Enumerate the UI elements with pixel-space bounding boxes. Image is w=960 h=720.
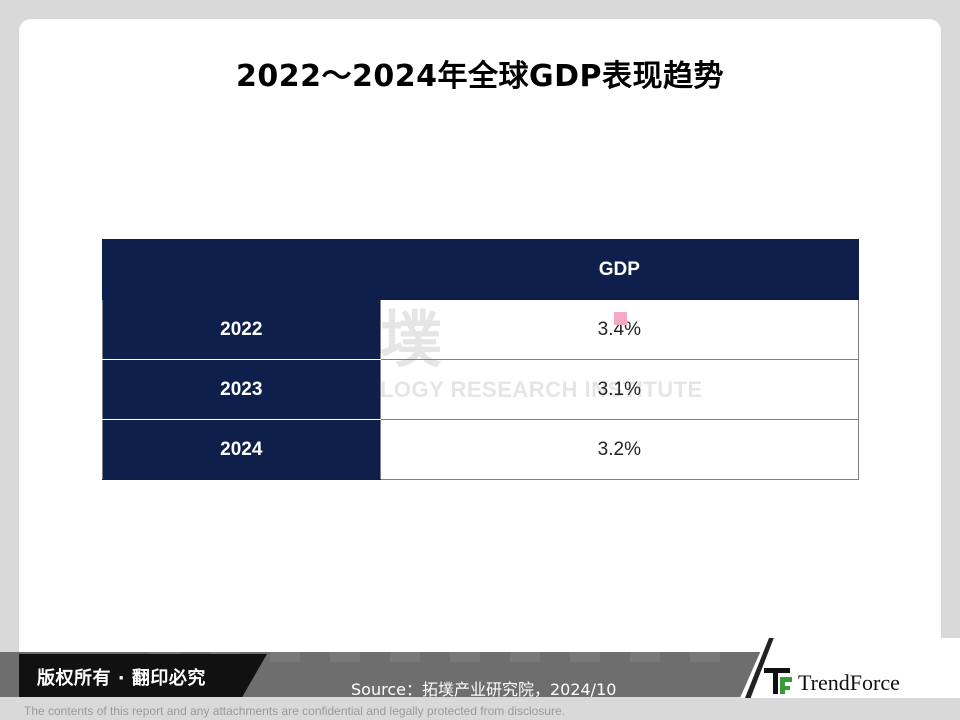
trendforce-logo-text: TrendForce bbox=[798, 670, 900, 695]
table-header-row: GDP bbox=[102, 239, 860, 300]
table-header-gdp: GDP bbox=[379, 239, 860, 300]
row-year: 2022 bbox=[102, 299, 381, 360]
pink-marker bbox=[614, 312, 627, 325]
page-title: 2022～2024年全球GDP表现趋势 bbox=[235, 59, 724, 94]
row-year: 2023 bbox=[102, 359, 381, 420]
source-text: Source：拓墣产业研究院，2024/10 bbox=[351, 680, 617, 699]
copyright-text: 版权所有 · 翻印必究 bbox=[37, 668, 206, 689]
row-gdp-value: 3.2% bbox=[379, 419, 860, 480]
table-row: 2022 3.4% bbox=[102, 299, 860, 360]
trendforce-logo-icon bbox=[764, 668, 792, 694]
footer-decoration bbox=[150, 652, 750, 662]
gdp-table: GDP 2022 3.4% 2023 3.1% 2024 3.2% bbox=[102, 239, 860, 480]
table-row: 2023 3.1% bbox=[102, 359, 860, 420]
row-gdp-value: 3.1% bbox=[379, 359, 860, 420]
table-row: 2024 3.2% bbox=[102, 419, 860, 480]
row-gdp-value: 3.4% bbox=[379, 299, 860, 360]
disclaimer-text: The contents of this report and any atta… bbox=[24, 704, 565, 718]
copyright-badge: 版权所有 · 翻印必究 bbox=[19, 654, 267, 697]
slide: 2022～2024年全球GDP表现趋势 拓墣 TOPOLOGY RESEARCH… bbox=[19, 19, 941, 684]
row-year: 2024 bbox=[102, 419, 381, 480]
table-header-blank bbox=[102, 239, 381, 300]
